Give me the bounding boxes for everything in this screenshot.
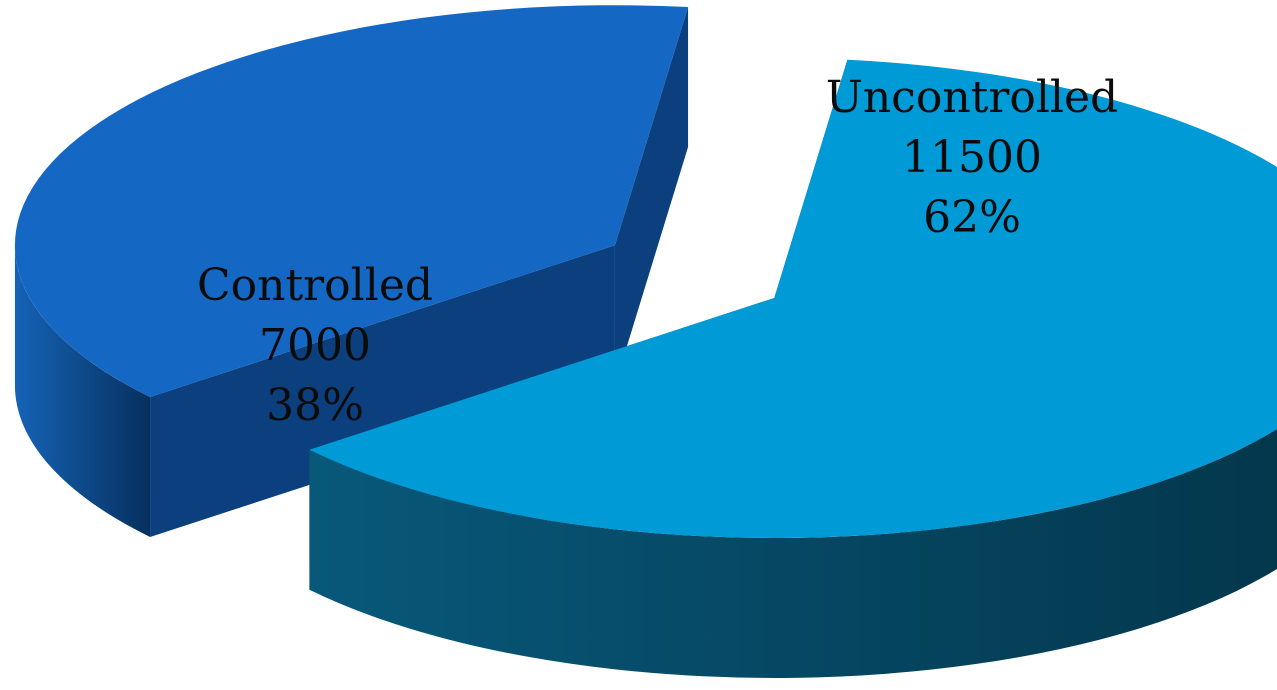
slice-top-controlled — [14, 5, 689, 397]
slices-layer — [14, 5, 1277, 678]
slice-rim — [14, 245, 151, 537]
slice-top-uncontrolled — [309, 59, 1277, 538]
slice-wall-start — [150, 245, 615, 537]
slice-controlled — [14, 5, 689, 537]
slice-wall-end — [614, 7, 689, 386]
slice-uncontrolled — [309, 59, 1277, 678]
slice-label-uncontrolled-value: 11500 — [902, 132, 1042, 183]
slice-label-controlled-name: Controlled — [197, 260, 433, 311]
slice-label-uncontrolled-name: Uncontrolled — [826, 72, 1118, 123]
labels-layer: Uncontrolled 11500 62% Controlled 7000 3… — [197, 72, 1118, 431]
slice-label-uncontrolled-percent: 62% — [923, 192, 1021, 243]
slice-label-controlled-percent: 38% — [266, 380, 364, 431]
slice-rim — [309, 428, 1277, 678]
slice-label-controlled-value: 7000 — [259, 320, 371, 371]
